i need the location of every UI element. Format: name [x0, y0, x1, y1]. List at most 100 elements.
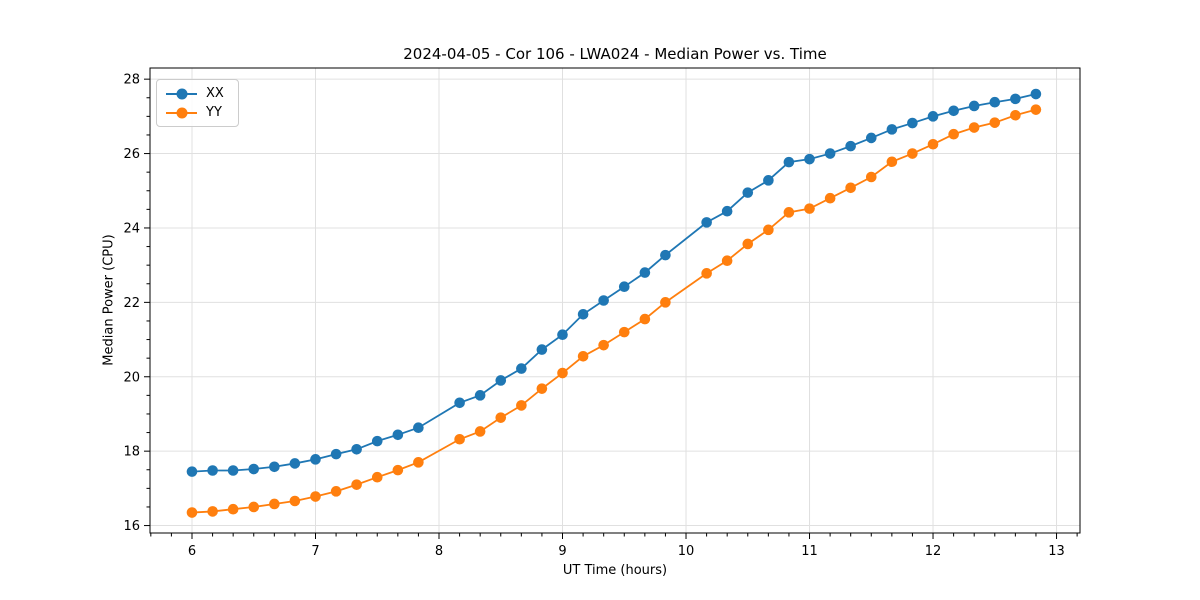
data-point-xx — [330, 448, 342, 460]
legend-label-xx: XX — [206, 86, 224, 101]
svg-text:16: 16 — [123, 519, 140, 534]
data-point-yy — [413, 457, 424, 468]
data-point-xx — [413, 422, 424, 434]
plot-border — [149, 67, 1081, 534]
series-yy — [186, 104, 1042, 518]
data-point-yy — [660, 297, 671, 308]
svg-text:7: 7 — [311, 544, 319, 559]
data-point-yy — [577, 351, 589, 362]
svg-text:11: 11 — [801, 544, 818, 559]
data-point-xx — [907, 117, 918, 129]
data-point-yy — [371, 471, 383, 483]
data-point-xx — [927, 111, 939, 122]
data-point-yy — [721, 255, 733, 266]
data-point-yy — [1030, 104, 1042, 115]
data-point-yy — [742, 238, 754, 250]
data-point-yy — [310, 491, 321, 502]
data-point-xx — [289, 458, 301, 469]
series-xx — [186, 88, 1042, 477]
data-point-xx — [598, 295, 609, 306]
data-point-xx — [845, 140, 856, 152]
legend-line-marker-icon-yy — [166, 107, 197, 118]
data-point-xx — [474, 390, 486, 401]
data-point-yy — [557, 367, 568, 379]
data-point-yy — [763, 224, 774, 236]
data-point-xx — [516, 363, 527, 374]
data-point-yy — [968, 122, 980, 133]
data-point-yy — [330, 486, 342, 497]
data-point-yy — [783, 207, 795, 218]
data-point-yy — [289, 495, 301, 507]
data-point-yy — [227, 503, 239, 515]
data-point-yy — [474, 426, 486, 437]
data-point-xx — [577, 308, 589, 320]
svg-text:10: 10 — [678, 544, 695, 559]
data-point-yy — [948, 128, 959, 140]
data-point-yy — [392, 464, 404, 476]
data-point-xx — [207, 465, 218, 476]
data-point-yy — [207, 506, 218, 517]
data-point-yy — [516, 400, 527, 411]
data-point-yy — [598, 339, 609, 351]
data-point-yy — [824, 192, 836, 204]
data-point-xx — [824, 148, 836, 159]
data-point-yy — [639, 313, 651, 325]
data-point-xx — [701, 217, 712, 228]
data-point-yy — [454, 433, 465, 445]
data-point-xx — [227, 465, 239, 476]
data-point-yy — [495, 412, 507, 423]
svg-text:9: 9 — [558, 544, 566, 559]
svg-text:24: 24 — [123, 221, 140, 236]
legend-item-yy: YY — [166, 106, 224, 119]
grid — [150, 68, 1080, 533]
x-tick-labels: 6 7 8 9 10 11 12 13 — [188, 544, 1065, 559]
data-point-xx — [248, 463, 260, 475]
data-point-xx — [989, 96, 1001, 108]
data-point-yy — [186, 507, 198, 518]
data-point-xx — [310, 454, 321, 465]
axis-ticks — [144, 78, 1078, 539]
data-point-yy — [248, 501, 260, 513]
svg-text:28: 28 — [123, 73, 140, 88]
data-point-xx — [1030, 88, 1042, 100]
data-point-yy — [907, 148, 918, 159]
svg-text:8: 8 — [435, 544, 443, 559]
data-point-yy — [269, 498, 280, 510]
data-point-yy — [536, 383, 548, 394]
data-point-xx — [742, 187, 754, 198]
data-point-yy — [927, 138, 939, 150]
svg-text:13: 13 — [1048, 544, 1065, 559]
data-point-xx — [351, 444, 362, 455]
data-point-yy — [618, 326, 630, 338]
series-line-yy — [191, 108, 1037, 514]
data-point-xx — [269, 461, 280, 473]
svg-text:20: 20 — [123, 370, 140, 385]
data-point-xx — [639, 267, 651, 278]
data-point-xx — [392, 429, 404, 441]
data-point-yy — [1010, 109, 1021, 121]
data-point-xx — [968, 100, 980, 112]
data-point-yy — [865, 171, 877, 183]
svg-text:12: 12 — [925, 544, 942, 559]
data-point-yy — [989, 117, 1001, 128]
data-point-xx — [721, 205, 733, 217]
y-axis-label: Median Power (CPU) — [101, 234, 117, 366]
legend-label-yy: YY — [206, 105, 222, 120]
data-point-xx — [660, 249, 671, 261]
svg-text:18: 18 — [123, 445, 140, 460]
data-point-xx — [763, 175, 774, 186]
data-point-xx — [865, 132, 877, 144]
data-point-xx — [948, 105, 959, 117]
data-point-xx — [454, 397, 465, 409]
series-line-xx — [191, 93, 1037, 473]
data-point-xx — [1010, 93, 1021, 105]
y-tick-labels: 16 18 20 22 24 26 28 — [123, 73, 140, 534]
legend: XX YY — [156, 79, 239, 127]
data-point-xx — [186, 466, 198, 477]
svg-text:26: 26 — [123, 147, 140, 162]
data-point-yy — [845, 182, 856, 194]
chart-title: 2024-04-05 - Cor 106 - LWA024 - Median P… — [403, 45, 827, 63]
data-point-xx — [804, 153, 815, 165]
data-point-yy — [804, 203, 815, 214]
